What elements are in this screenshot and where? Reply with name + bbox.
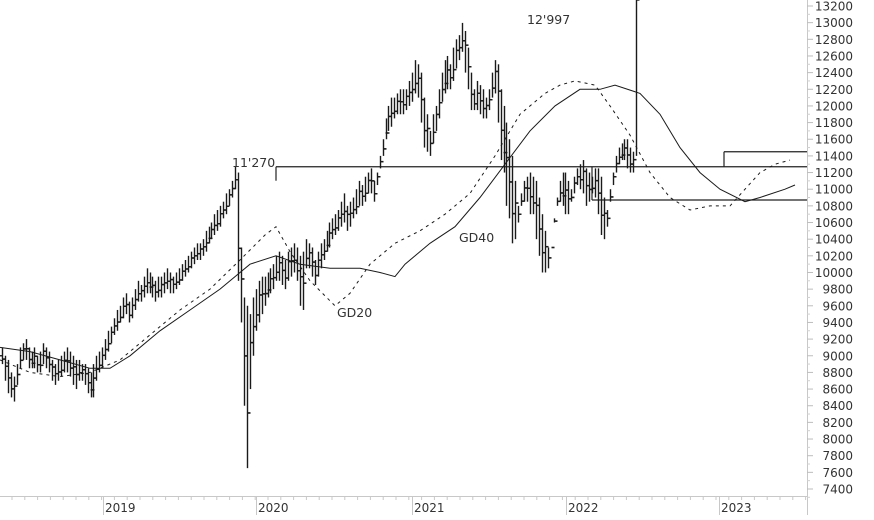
y-tick-label: 7600 xyxy=(822,466,853,480)
y-tick-label: 10400 xyxy=(815,233,853,247)
horizontal-levels xyxy=(275,151,807,201)
y-tick-label: 12000 xyxy=(815,99,853,113)
price-bars xyxy=(0,0,640,469)
y-tick-label: 12400 xyxy=(815,66,853,80)
y-tick-label: 12200 xyxy=(815,83,853,97)
y-axis: 13200 13000 12800 12600 12400 12200 12000 11800… xyxy=(807,0,853,515)
y-tick-label: 11800 xyxy=(815,116,853,130)
y-tick-label: 11000 xyxy=(815,183,853,197)
gd20-line xyxy=(0,80,791,378)
y-tick-label: 11400 xyxy=(815,149,853,163)
y-tick-label: 13000 xyxy=(815,16,853,30)
y-tick-label: 11200 xyxy=(815,166,853,180)
annotations: 11'270 12'997 GD40 GD20 xyxy=(232,12,570,320)
y-tick-label: 12600 xyxy=(815,49,853,63)
y-tick-label: 10800 xyxy=(815,199,853,213)
y-tick-label: 13200 xyxy=(815,0,853,14)
moving-averages xyxy=(0,80,796,378)
y-tick-label: 9400 xyxy=(822,316,853,330)
annotation-label: GD40 xyxy=(459,230,494,245)
x-tick-label: 2020 xyxy=(258,501,289,515)
y-tick-label: 9000 xyxy=(822,349,853,363)
y-tick-label: 8800 xyxy=(822,366,853,380)
annotation-label: GD20 xyxy=(337,305,372,320)
y-tick-label: 7400 xyxy=(822,483,853,497)
y-tick-label: 9600 xyxy=(822,299,853,313)
x-tick-label: 2021 xyxy=(414,501,445,515)
y-tick-label: 9200 xyxy=(822,333,853,347)
y-tick-label: 7800 xyxy=(822,449,853,463)
x-tick-label: 2022 xyxy=(568,501,599,515)
x-axis: 2019 2020 2021 2022 2023 xyxy=(0,496,807,515)
y-tick-label: 10200 xyxy=(815,249,853,263)
y-tick-label: 9800 xyxy=(822,283,853,297)
annotation-label: 11'270 xyxy=(232,155,275,170)
x-tick-label: 2023 xyxy=(721,501,752,515)
x-tick-label: 2019 xyxy=(105,501,136,515)
y-tick-label: 8000 xyxy=(822,433,853,447)
y-tick-label: 8200 xyxy=(822,416,853,430)
annotation-label: 12'997 xyxy=(527,12,570,27)
gd40-line xyxy=(0,84,796,369)
y-tick-label: 11600 xyxy=(815,133,853,147)
y-tick-label: 12800 xyxy=(815,33,853,47)
y-tick-label: 8600 xyxy=(822,383,853,397)
y-tick-label: 10600 xyxy=(815,216,853,230)
y-tick-label: 10000 xyxy=(815,266,853,280)
y-tick-label: 8400 xyxy=(822,399,853,413)
